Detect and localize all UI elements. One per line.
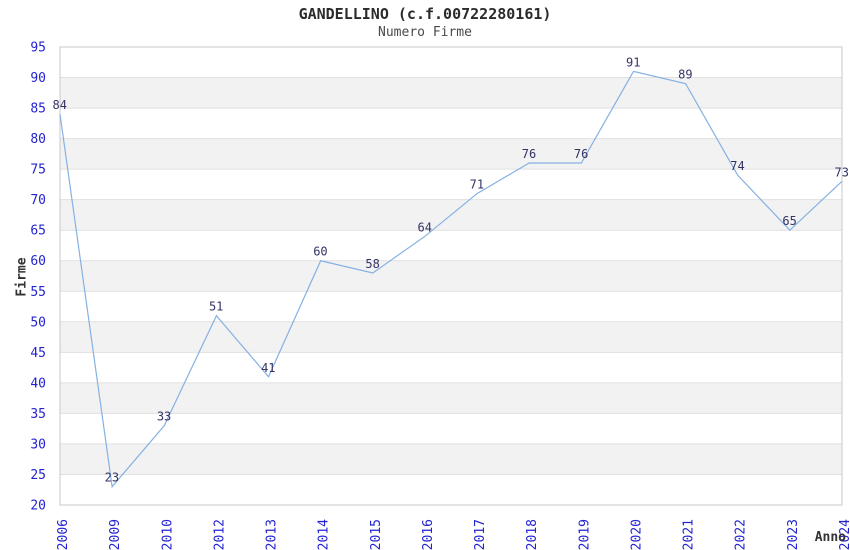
y-tick-label: 40 — [30, 376, 46, 391]
x-tick-label: 2019 — [577, 519, 592, 550]
data-line — [59, 70, 843, 489]
x-tick-label: 2016 — [421, 519, 436, 550]
y-axis-title: Firme — [14, 257, 30, 297]
point-label: 60 — [313, 245, 327, 259]
x-tick-label: 2014 — [317, 519, 332, 550]
x-tick-label: 2009 — [108, 519, 123, 550]
point-label: 65 — [782, 214, 796, 228]
y-tick-label: 25 — [30, 468, 46, 483]
point-label: 33 — [157, 410, 171, 424]
point-label: 41 — [261, 361, 275, 375]
y-tick-label: 80 — [30, 132, 46, 147]
plot-border — [59, 46, 843, 506]
grid-band — [60, 321, 842, 353]
x-tick-label: 2012 — [212, 519, 227, 550]
point-label: 73 — [835, 165, 849, 179]
y-tick-label: 35 — [30, 407, 46, 422]
grid-band — [60, 260, 842, 292]
grid-band — [60, 382, 842, 414]
y-tick-label: 55 — [30, 285, 46, 300]
point-label: 51 — [209, 300, 223, 314]
grid-band — [60, 138, 842, 170]
point-label: 91 — [626, 55, 640, 69]
x-axis-title: Anno — [814, 530, 846, 545]
grid-band — [60, 443, 842, 475]
x-tick-label: 2018 — [525, 519, 540, 550]
x-tick-label: 2010 — [160, 519, 175, 550]
x-tick-label: 2013 — [265, 519, 280, 550]
x-tick-label: 2024 — [838, 519, 850, 550]
x-tick-label: 2021 — [682, 519, 697, 550]
y-tick-label: 90 — [30, 71, 46, 86]
x-tick-label: 2023 — [786, 519, 801, 550]
y-tick-label: 95 — [30, 41, 46, 56]
y-tick-label: 20 — [30, 499, 46, 514]
y-tick-label: 45 — [30, 346, 46, 361]
point-label: 71 — [470, 178, 484, 192]
y-tick-label: 50 — [30, 315, 46, 330]
point-label: 84 — [53, 98, 67, 112]
y-tick-label: 65 — [30, 224, 46, 239]
point-label: 89 — [678, 68, 692, 82]
y-tick-label: 70 — [30, 193, 46, 208]
chart-subtitle: Numero Firme — [378, 25, 472, 40]
point-label: 74 — [730, 159, 744, 173]
x-tick-label: 2006 — [56, 519, 71, 550]
x-tick-label: 2022 — [734, 519, 749, 550]
y-tick-label: 60 — [30, 254, 46, 269]
point-label: 76 — [574, 147, 588, 161]
x-tick-label: 2020 — [629, 519, 644, 550]
point-label: 23 — [105, 471, 119, 485]
y-tick-label: 30 — [30, 437, 46, 452]
chart-title: GANDELLINO (c.f.00722280161) — [298, 5, 552, 23]
y-tick-label: 85 — [30, 102, 46, 117]
x-tick-label: 2017 — [473, 519, 488, 550]
x-tick-label: 2015 — [369, 519, 384, 550]
point-label: 64 — [417, 220, 431, 234]
point-label: 76 — [522, 147, 536, 161]
grid-band — [60, 77, 842, 109]
point-label: 58 — [365, 257, 379, 271]
y-tick-label: 75 — [30, 163, 46, 178]
